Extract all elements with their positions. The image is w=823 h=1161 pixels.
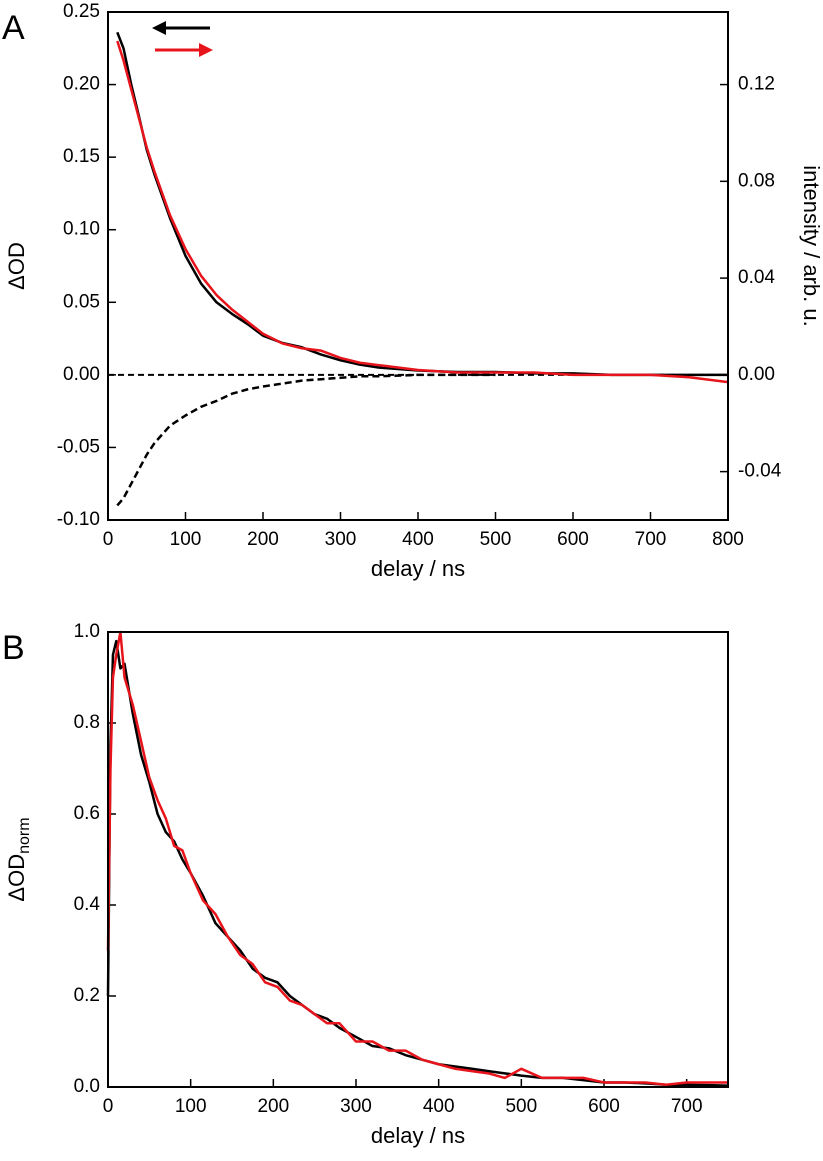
x-tick-label: 800 bbox=[712, 529, 744, 550]
data-line bbox=[106, 639, 729, 1087]
x-axis-label: delay / ns bbox=[371, 556, 465, 581]
x-tick-label: 600 bbox=[557, 529, 589, 550]
x-tick-label: 200 bbox=[247, 529, 279, 550]
y2-tick-label: 0.04 bbox=[738, 267, 775, 288]
y-tick-label: 0.8 bbox=[74, 712, 100, 733]
y-axis-label-main: ΔOD bbox=[4, 854, 29, 902]
y-axis-label: ΔOD bbox=[4, 242, 29, 290]
x-tick-label: 500 bbox=[505, 1096, 537, 1117]
x-tick-label: 300 bbox=[325, 529, 357, 550]
plot-frame bbox=[107, 631, 729, 1088]
legend-arrows bbox=[152, 21, 213, 57]
x-tick-label: 700 bbox=[635, 529, 667, 550]
y2-tick-label: 0.12 bbox=[738, 74, 775, 95]
y2-tick-label: 0.00 bbox=[738, 364, 775, 385]
panel-label: A bbox=[2, 9, 25, 47]
y-axis-label: ΔODnorm bbox=[4, 817, 33, 901]
y2-tick-label: 0.08 bbox=[738, 170, 775, 191]
data-line bbox=[106, 630, 728, 1086]
data-line bbox=[116, 31, 728, 377]
y-tick-label: 0.25 bbox=[63, 1, 100, 22]
data-line bbox=[116, 373, 496, 507]
y-tick-label: 0.05 bbox=[63, 291, 100, 312]
y-axis-label-sub: norm bbox=[16, 817, 33, 853]
x-axis-label: delay / ns bbox=[371, 1123, 465, 1148]
panel-label: B bbox=[2, 629, 25, 667]
y-tick-label: 1.0 bbox=[74, 621, 100, 642]
y-tick-label: -0.05 bbox=[57, 436, 100, 457]
y-tick-label: 0.00 bbox=[63, 364, 100, 385]
x-tick-label: 500 bbox=[480, 529, 512, 550]
x-tick-label: 600 bbox=[588, 1096, 620, 1117]
x-tick-label: 700 bbox=[671, 1096, 703, 1117]
y-tick-label: 0.10 bbox=[63, 219, 100, 240]
y-tick-label: 0.20 bbox=[63, 74, 100, 95]
y-axis-label-main: ΔOD bbox=[4, 242, 29, 290]
x-tick-label: 400 bbox=[402, 529, 434, 550]
x-tick-label: 0 bbox=[103, 1096, 114, 1117]
y2-tick-label: -0.04 bbox=[738, 461, 782, 482]
y-tick-label: 0.15 bbox=[63, 146, 100, 167]
arrow-head bbox=[152, 21, 166, 35]
x-tick-label: 400 bbox=[423, 1096, 455, 1117]
data-line bbox=[116, 40, 729, 384]
x-tick-label: 0 bbox=[103, 529, 114, 550]
plot-frame bbox=[107, 11, 729, 521]
x-tick-label: 300 bbox=[340, 1096, 372, 1117]
y-tick-label: -0.10 bbox=[57, 509, 100, 530]
x-tick-label: 100 bbox=[170, 529, 202, 550]
y-tick-label: 0.6 bbox=[74, 803, 100, 824]
x-tick-label: 200 bbox=[257, 1096, 289, 1117]
y-tick-label: 0.4 bbox=[74, 894, 101, 915]
x-tick-label: 100 bbox=[175, 1096, 207, 1117]
y-tick-label: 0.0 bbox=[74, 1076, 100, 1097]
y-tick-label: 0.2 bbox=[74, 985, 100, 1006]
y2-axis-label: intensity / arb. u. bbox=[799, 165, 823, 326]
arrow-head bbox=[199, 43, 213, 57]
